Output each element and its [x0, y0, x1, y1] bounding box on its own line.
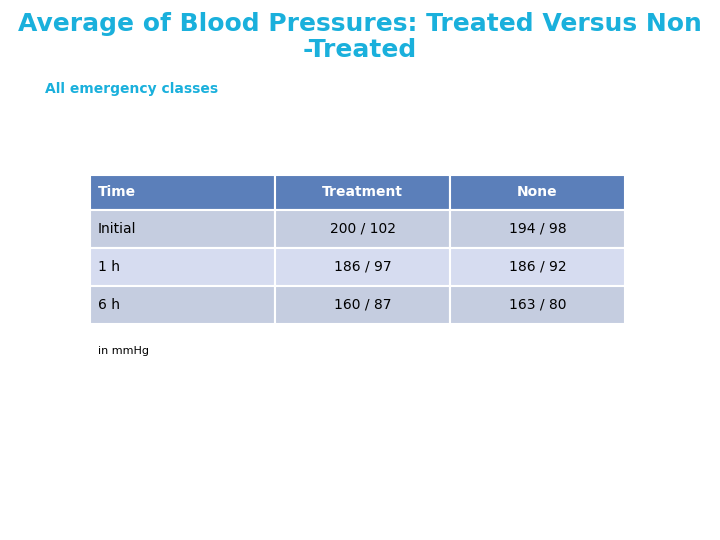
Bar [275, 175, 450, 210]
Text: 1 h: 1 h [98, 260, 120, 274]
Text: 186 / 97: 186 / 97 [333, 260, 391, 274]
Text: Treatment: Treatment [322, 186, 403, 199]
Bar [90, 286, 275, 324]
Text: 163 / 80: 163 / 80 [509, 298, 566, 312]
Text: 200 / 102: 200 / 102 [330, 222, 395, 236]
Bar [275, 210, 450, 248]
Text: 6 h: 6 h [98, 298, 120, 312]
Text: 186 / 92: 186 / 92 [509, 260, 567, 274]
Bar [450, 175, 625, 210]
Text: 160 / 87: 160 / 87 [334, 298, 391, 312]
Bar [90, 210, 275, 248]
Text: Initial: Initial [98, 222, 137, 236]
Bar [450, 210, 625, 248]
Text: -Treated: -Treated [303, 38, 417, 62]
Bar [90, 248, 275, 286]
Text: 194 / 98: 194 / 98 [509, 222, 567, 236]
Text: All emergency classes: All emergency classes [45, 82, 218, 96]
Text: None: None [517, 186, 558, 199]
Text: in mmHg: in mmHg [98, 346, 149, 356]
Bar [275, 248, 450, 286]
Bar [450, 248, 625, 286]
Bar [450, 286, 625, 324]
Bar [90, 175, 275, 210]
Text: Average of Blood Pressures: Treated Versus Non: Average of Blood Pressures: Treated Vers… [18, 12, 702, 36]
Bar [275, 286, 450, 324]
Text: Time: Time [98, 186, 136, 199]
